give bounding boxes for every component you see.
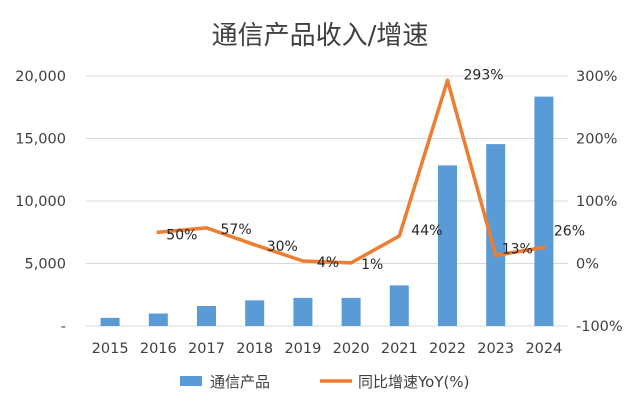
data-label: 13% <box>502 241 533 257</box>
bar <box>341 297 361 326</box>
y-tick-label-right: -100% <box>576 319 623 335</box>
data-label: 4% <box>317 255 339 271</box>
x-tick-label: 2023 <box>477 341 514 357</box>
bar <box>197 306 216 326</box>
x-tick-label: 2021 <box>381 341 418 357</box>
y-tick-label-right: 200% <box>576 132 617 148</box>
x-tick-label: 2024 <box>525 341 562 357</box>
legend: 通信产品 同比增速YoY(%) <box>180 373 469 391</box>
line-point <box>301 259 305 263</box>
data-label: 1% <box>361 257 383 273</box>
line-point <box>252 242 257 247</box>
bar <box>486 144 506 326</box>
x-axis-labels: 2015 2016 2017 2018 2019 2020 2021 2022 2023 2024 <box>92 341 563 357</box>
chart-title: 通信产品收入/增速 <box>212 21 429 51</box>
line-point <box>493 253 498 258</box>
bar <box>100 317 120 326</box>
data-label: 26% <box>554 223 585 239</box>
data-label: 50% <box>166 227 197 243</box>
x-tick-label: 2019 <box>284 341 321 357</box>
data-label: 30% <box>267 239 298 255</box>
left-axis-labels: - 5,000 10,000 15,000 20,000 <box>15 69 66 335</box>
data-label: 57% <box>221 222 252 238</box>
bar <box>293 297 313 326</box>
x-tick-label: 2015 <box>92 341 129 357</box>
line-point <box>445 78 450 83</box>
y-tick-label-left: 5,000 <box>24 257 66 273</box>
line-series <box>156 78 546 265</box>
right-axis-labels: -100% 0% 100% 200% 300% <box>576 69 623 335</box>
watermark: 价值事务所 <box>516 395 600 412</box>
y-tick-label-right: 100% <box>576 194 617 210</box>
bar-series <box>100 96 554 326</box>
y-tick-label-right: 0% <box>576 257 599 273</box>
x-tick-label: 2017 <box>188 341 225 357</box>
watermark-text: 价值事务所 <box>535 396 600 412</box>
data-labels: 50% 57% 30% 4% 1% 44% 293% 13% 26% <box>166 67 585 273</box>
bar <box>534 96 554 326</box>
x-tick-label: 2016 <box>140 341 177 357</box>
line-point <box>542 245 546 250</box>
data-label: 44% <box>411 223 442 239</box>
x-tick-label: 2018 <box>236 341 273 357</box>
y-tick-label-left: 20,000 <box>15 69 66 85</box>
bar <box>148 313 168 326</box>
line-point <box>204 226 209 230</box>
data-label: 293% <box>464 67 504 83</box>
legend-bar-label: 通信产品 <box>210 373 270 391</box>
bar <box>389 285 409 326</box>
y-tick-label-left: - <box>61 319 66 335</box>
bar <box>245 300 265 326</box>
y-tick-label-right: 300% <box>576 69 617 85</box>
y-tick-label-left: 15,000 <box>15 132 66 148</box>
y-tick-label-left: 10,000 <box>15 194 66 210</box>
legend-line-label: 同比增速YoY(%) <box>358 373 469 391</box>
watermark-logo-icon <box>516 395 532 411</box>
bar <box>438 165 457 326</box>
x-tick-label: 2020 <box>333 341 370 357</box>
line-point <box>156 230 161 235</box>
legend-bar-swatch <box>180 376 202 386</box>
line-point <box>397 234 402 238</box>
x-tick-label: 2022 <box>429 341 466 357</box>
line-point <box>349 261 353 265</box>
